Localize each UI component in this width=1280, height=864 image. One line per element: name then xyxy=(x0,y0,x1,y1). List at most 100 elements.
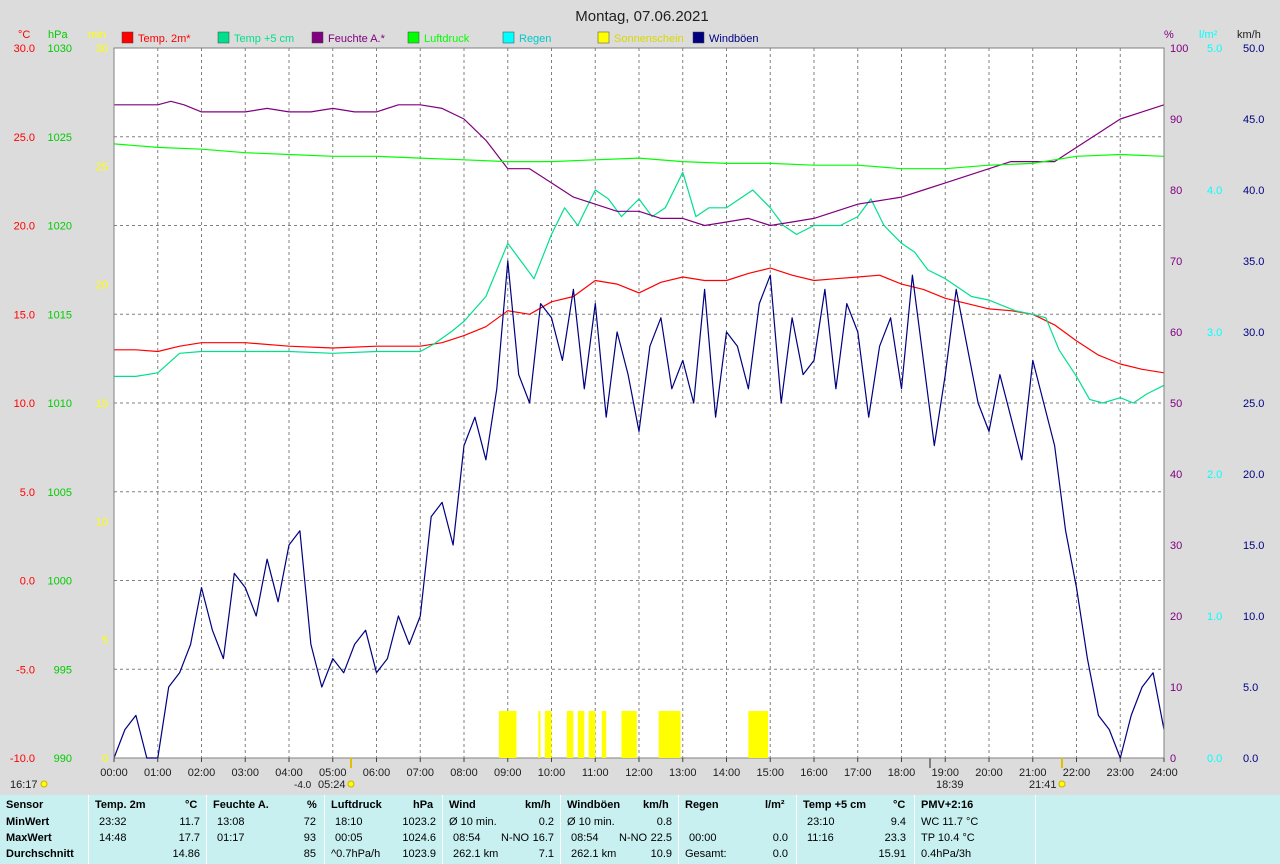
wind-tick-label: 10.0 xyxy=(1243,611,1264,623)
legend-label: Windböen xyxy=(709,33,759,45)
wind-tick-label: 15.0 xyxy=(1243,540,1264,552)
humidity-tick-label: 100 xyxy=(1170,43,1188,55)
x-tick-label: 06:00 xyxy=(363,767,391,779)
x-tick-label: 13:00 xyxy=(669,767,697,779)
dusk-label: 18:39 xyxy=(936,779,964,791)
x-tick-label: 05:00 xyxy=(319,767,347,779)
humidity-max-time: 01:17 xyxy=(217,832,245,844)
temp-tick-label: 0.0 xyxy=(20,576,35,588)
col-pressure: Luftdruck hPa 18:10 1023.2 00:05 1024.6 … xyxy=(325,795,442,864)
series-line xyxy=(114,171,1165,404)
gust-distance: 262.1 km xyxy=(571,848,617,860)
col-pmv: PMV+2:16 WC 11.7 °C TP 10.4 °C 0.4hPa/3h xyxy=(915,795,1035,864)
x-tick-label: 03:00 xyxy=(231,767,259,779)
sunset-icon xyxy=(1058,780,1066,788)
sunshine-bar xyxy=(577,711,585,758)
legend-swatch xyxy=(311,31,324,44)
pressure-tick-label: 1010 xyxy=(48,398,72,410)
sun-markers: 16:17 -4.0 05:24 18:39 21:41 xyxy=(10,758,1066,791)
col-temp5cm: Temp +5 cm °C 23:10 9.4 11:16 23.3 15.91 xyxy=(797,795,914,864)
wind-tick-label: 5.0 xyxy=(1243,682,1258,694)
legend-swatch xyxy=(121,31,134,44)
wind-distance: 262.1 km xyxy=(453,848,499,860)
wind-tick-label: 25.0 xyxy=(1243,398,1264,410)
sunshine-bar xyxy=(544,711,552,758)
humidity-tick-label: 50 xyxy=(1170,398,1182,410)
humidity-tick-label: 30 xyxy=(1170,540,1182,552)
gust-unit: km/h xyxy=(643,799,669,811)
sunshine-bar xyxy=(538,711,541,758)
humidity-min-val: 72 xyxy=(303,816,316,828)
sunshine-unit-label: min xyxy=(88,29,106,41)
temp5cm-head: Temp +5 cm xyxy=(803,799,867,811)
rain-tick-label: 0.0 xyxy=(1207,753,1222,765)
x-tick-label: 16:00 xyxy=(800,767,828,779)
pressure-tick-label: 990 xyxy=(54,753,72,765)
statistics-table: Sensor MinWert MaxWert Durchschnitt Temp… xyxy=(0,795,1280,864)
sunshine-tick-label: 0 xyxy=(102,753,108,765)
x-tick-label: 18:00 xyxy=(888,767,916,779)
wind-unit-label: km/h xyxy=(1237,29,1261,41)
humidity-min-time: 13:08 xyxy=(217,816,245,828)
temp5cm-max-val: 23.3 xyxy=(884,832,906,844)
sunrise-icon xyxy=(347,780,355,788)
pressure-tick-label: 1025 xyxy=(48,132,72,144)
x-tick-label: 04:00 xyxy=(275,767,303,779)
legend-swatch xyxy=(407,31,420,44)
left-time-label: 16:17 xyxy=(10,779,38,791)
x-tick-label: 08:00 xyxy=(450,767,478,779)
rain-total-val: 0.0 xyxy=(772,848,788,860)
rain-unit: l/m² xyxy=(765,799,785,811)
x-tick-label: 24:00 xyxy=(1150,767,1178,779)
temp-tick-label: 5.0 xyxy=(20,487,35,499)
temp5cm-min-val: 9.4 xyxy=(890,816,906,828)
wind-head: Wind xyxy=(449,799,476,811)
wind-tick-label: 35.0 xyxy=(1243,256,1264,268)
temp2m-max-time: 14:48 xyxy=(99,832,127,844)
pressure-tick-label: 1000 xyxy=(48,576,72,588)
temp-unit-label: °C xyxy=(18,29,30,41)
wind-min-val: 0.2 xyxy=(538,816,554,828)
rain-tick-label: 4.0 xyxy=(1207,185,1222,197)
temp-tick-label: -10.0 xyxy=(10,753,35,765)
series-line xyxy=(113,260,1165,759)
sunshine-bar xyxy=(658,711,681,758)
rain-max-val: 0.0 xyxy=(772,832,788,844)
sunshine-bar xyxy=(566,711,574,758)
legend-swatch xyxy=(217,31,230,44)
humidity-head: Feuchte A. xyxy=(213,799,269,811)
wind-tick-label: 30.0 xyxy=(1243,327,1264,339)
sunshine-bar xyxy=(601,711,607,758)
sunshine-bar xyxy=(621,711,637,758)
sunshine-tick-label: 20 xyxy=(96,280,108,292)
rain-tick-label: 3.0 xyxy=(1207,327,1222,339)
x-tick-label: 09:00 xyxy=(494,767,522,779)
series-line xyxy=(114,100,1165,227)
wind-tick-label: 40.0 xyxy=(1243,185,1264,197)
grid xyxy=(114,48,1164,758)
legend-swatch xyxy=(597,31,610,44)
sunshine-tick-label: 10 xyxy=(96,516,108,528)
gust-max-time: 08:54 xyxy=(571,832,599,844)
temp-tick-label: 10.0 xyxy=(14,398,35,410)
pressure-tick-label: 1030 xyxy=(48,43,72,55)
pressure-tick-label: 1015 xyxy=(48,309,72,321)
legend: Temp. 2m* Temp +5 cm Feuchte A.* Luftdruck R… xyxy=(121,31,759,45)
col-rain: Regen l/m² 00:00 0.0 Gesamt: 0.0 xyxy=(679,795,796,864)
sunshine-bar xyxy=(499,711,517,758)
weather-chart: 30.025.020.015.010.05.00.0-5.0-10.010301… xyxy=(9,8,1265,791)
x-tick-label: 19:00 xyxy=(931,767,959,779)
row-max: MaxWert xyxy=(6,832,52,844)
temp2m-avg-val: 14.86 xyxy=(172,848,200,860)
x-tick-label: 15:00 xyxy=(756,767,784,779)
temp-tick-label: 15.0 xyxy=(14,309,35,321)
wind-tick-label: 50.0 xyxy=(1243,43,1264,55)
legend-swatch xyxy=(502,31,515,44)
humidity-unit: % xyxy=(307,799,317,811)
temp2m-max-val: 17.7 xyxy=(178,832,200,844)
temp5cm-max-time: 11:16 xyxy=(807,832,834,844)
right-axes: 10090807060504030201005.04.03.02.01.00.0… xyxy=(1163,29,1264,765)
dawn-label: -4.0 xyxy=(294,780,312,791)
x-tick-label: 02:00 xyxy=(188,767,216,779)
rain-head: Regen xyxy=(685,799,719,811)
